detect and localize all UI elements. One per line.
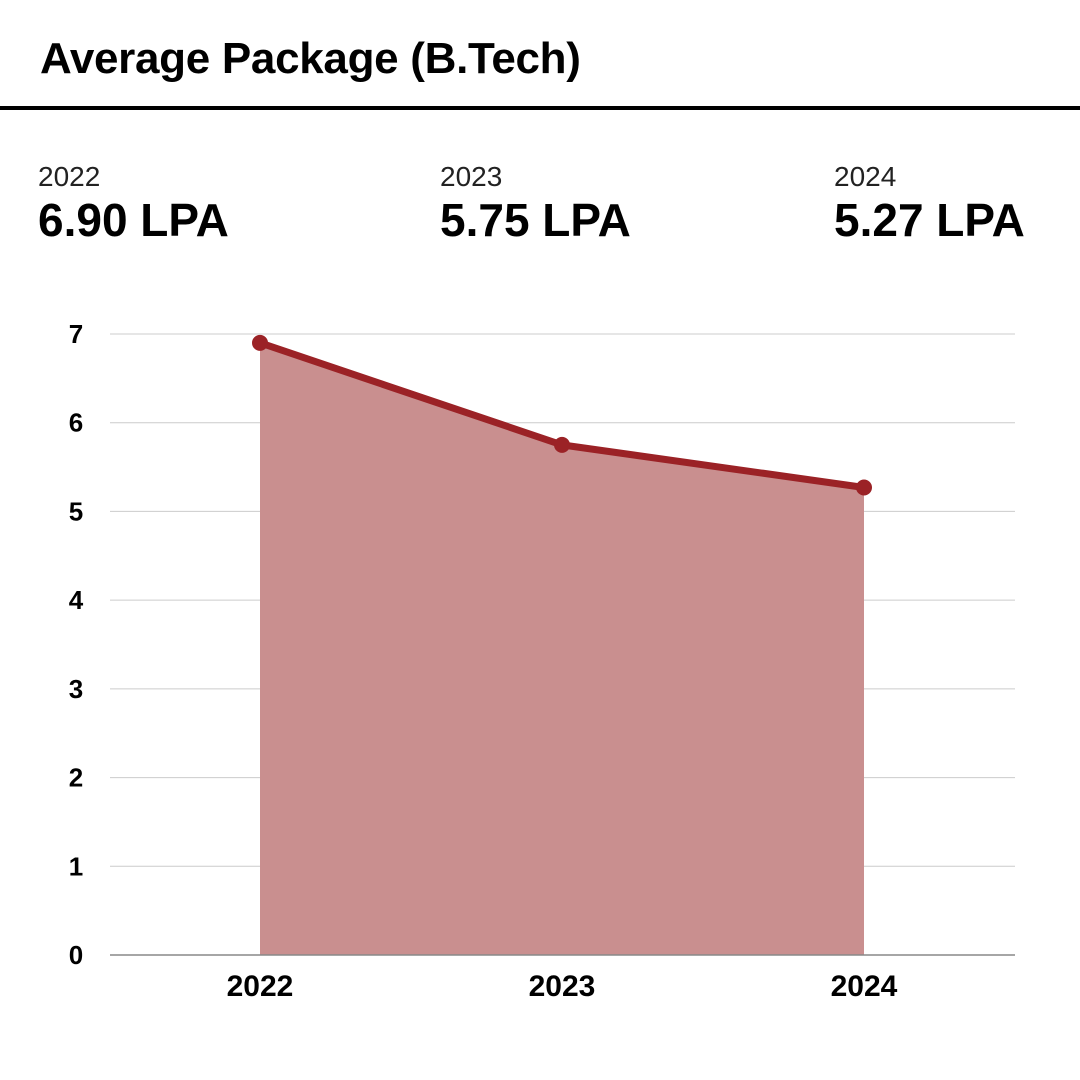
y-tick-label: 2 (69, 763, 83, 793)
y-tick-label: 0 (69, 940, 83, 970)
data-point (554, 436, 570, 453)
stat-year: 2023 (440, 161, 503, 192)
stat-2022: 2022 6.90 LPA (38, 160, 229, 246)
x-tick-label: 2022 (227, 970, 294, 1003)
y-tick-label: 4 (69, 585, 84, 615)
area-fill (260, 342, 864, 955)
stats-row: 2022 6.90 LPA 2023 5.75 LPA 2024 5.27 LP… (0, 160, 1080, 260)
stat-2024: 2024 5.27 LPA (834, 160, 1025, 246)
y-tick-label: 6 (69, 408, 83, 438)
stat-2023: 2023 5.75 LPA (440, 160, 631, 246)
y-tick-label: 5 (69, 496, 83, 526)
stat-value: 5.27 LPA (834, 194, 1025, 246)
data-point (856, 479, 872, 496)
chart-title: Average Package (B.Tech) (40, 34, 581, 83)
y-tick-label: 7 (69, 319, 83, 349)
x-tick-label: 2024 (831, 970, 898, 1003)
stat-year: 2024 (834, 161, 897, 192)
x-tick-label: 2023 (529, 970, 596, 1003)
y-tick-label: 3 (69, 674, 83, 704)
data-point (252, 334, 268, 351)
title-divider (0, 106, 1080, 110)
y-tick-label: 1 (69, 851, 83, 881)
stat-year: 2022 (38, 161, 101, 192)
stat-value: 6.90 LPA (38, 194, 229, 246)
stat-value: 5.75 LPA (440, 194, 631, 246)
